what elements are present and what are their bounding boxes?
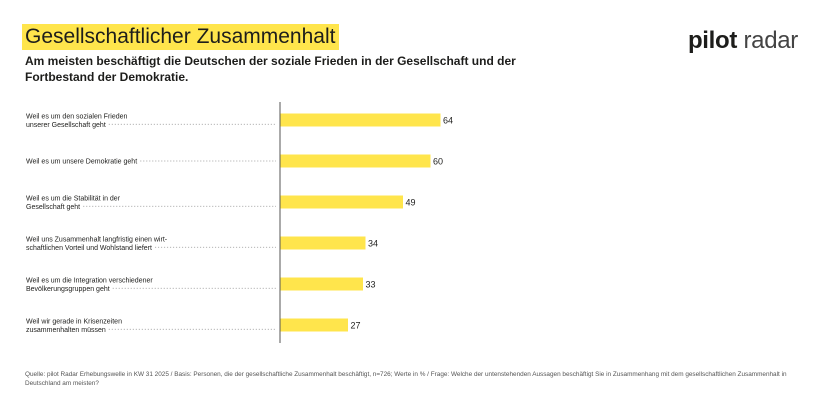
bar-label-line: Weil es um den sozialen Frieden: [26, 113, 128, 120]
bar-label-line: schaftlichen Vorteil und Wohlstand liefe…: [26, 245, 152, 252]
bar-label-4: Weil uns Zusammenhalt langfristig einen …: [26, 236, 168, 252]
bar-chart: Weil es um den sozialen Frieden unserer G…: [26, 102, 453, 343]
bar-label-line: unserer Gesellschaft geht: [26, 122, 106, 129]
chart-title: Gesellschaftlicher Zusammenhalt: [22, 24, 340, 50]
logo-part-pilot: pilot: [687, 27, 738, 54]
bar-1: [280, 113, 441, 127]
bar-value-5: 33: [366, 280, 376, 290]
bar-label-line: Gesellschaft geht: [26, 204, 80, 211]
bar-label-3: Weil es um die Stabilität in der Gesellsc…: [26, 195, 121, 211]
bar-2: [280, 154, 431, 168]
bar-4: [280, 236, 366, 250]
source-note: Quelle: pilot Radar Erhebungswelle in KW…: [25, 371, 787, 387]
bar-6: [280, 318, 348, 332]
bar-label-line: Weil es um die Stabilität in der: [26, 195, 121, 202]
bar-label-2: Weil es um unsere Demokratie geht: [26, 159, 137, 166]
bar-label-line: zusammenhalten müssen: [26, 327, 106, 334]
bar-value-2: 60: [433, 157, 443, 167]
bar-label-line: Weil es um unsere Demokratie geht: [26, 159, 137, 166]
bar-value-1: 64: [443, 116, 453, 126]
bar-value-6: 27: [351, 321, 361, 331]
bar-label-line: Weil uns Zusammenhalt langfristig einen …: [26, 236, 168, 243]
bar-label-5: Weil es um die Integration verschiedener…: [26, 277, 153, 293]
bar-3: [280, 195, 403, 209]
bar-label-line: Weil es um die Integration verschiedener: [26, 277, 153, 284]
bar-label-1: Weil es um den sozialen Frieden unserer G…: [26, 113, 128, 129]
bar-value-4: 34: [368, 239, 378, 249]
bar-5: [280, 277, 363, 291]
bar-label-line: Bevölkerungsgruppen geht: [26, 286, 110, 293]
bar-label-6: Weil wir gerade in Krisenzeiten zusammenh…: [26, 318, 122, 334]
bar-label-line: Weil wir gerade in Krisenzeiten: [26, 318, 122, 325]
brand-logo: pilot radar: [688, 27, 798, 55]
chart-subtitle: Am meisten beschäftigt die Deutschen der…: [25, 54, 516, 84]
logo-part-radar: radar: [737, 27, 798, 54]
bar-value-3: 49: [406, 198, 416, 208]
